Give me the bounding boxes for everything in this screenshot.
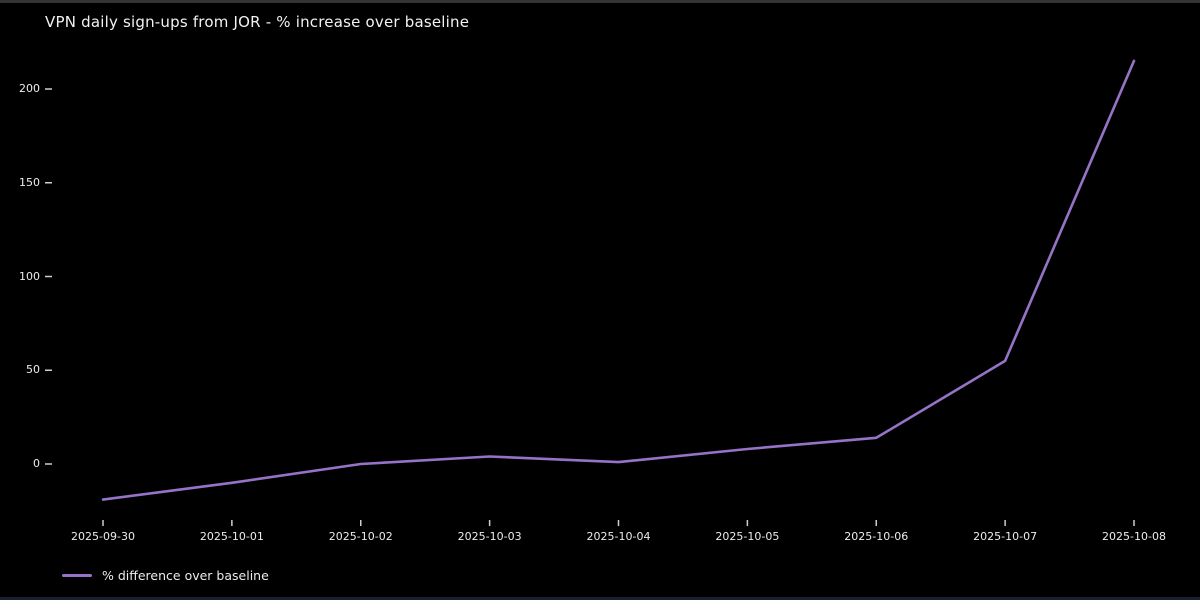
x-axis-tick-label: 2025-09-30 <box>71 530 135 543</box>
x-axis-tick-label: 2025-10-02 <box>328 530 393 543</box>
x-axis-tick-label: 2025-10-08 <box>1102 530 1166 543</box>
x-axis-tick-label: 2025-10-01 <box>199 530 264 543</box>
window-edge-top <box>0 0 1200 3</box>
legend: % difference over baseline <box>62 568 269 583</box>
legend-line-swatch <box>62 574 92 577</box>
y-axis-tick-label: 50 <box>26 363 40 377</box>
x-axis-tick-label: 2025-10-03 <box>457 530 522 543</box>
x-axis-tick-label: 2025-10-04 <box>586 530 651 543</box>
x-axis-tick-label: 2025-10-06 <box>844 530 909 543</box>
series-line <box>101 59 1136 501</box>
y-axis-tick-label: 0 <box>33 457 40 470</box>
y-axis-tick-label: 100 <box>19 269 40 283</box>
chart-title: VPN daily sign-ups from JOR - % increase… <box>45 13 470 31</box>
y-axis-tick-label: 200 <box>19 82 40 95</box>
window-edge-bottom <box>0 597 1200 600</box>
y-axis-tick-label: 150 <box>19 175 40 189</box>
x-axis-tick-label: 2025-10-05 <box>715 530 780 543</box>
legend-label: % difference over baseline <box>102 568 269 583</box>
x-axis-tick-label: 2025-10-07 <box>973 530 1038 543</box>
